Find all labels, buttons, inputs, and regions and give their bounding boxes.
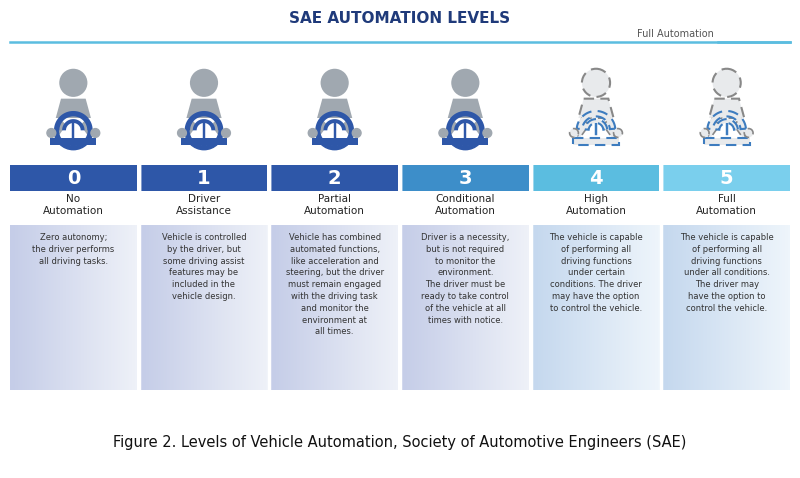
Circle shape: [47, 129, 56, 137]
Text: 2: 2: [328, 169, 342, 187]
Circle shape: [308, 129, 317, 137]
Polygon shape: [577, 111, 615, 129]
Text: Vehicle is controlled
by the driver, but
some driving assist
features may be
inc: Vehicle is controlled by the driver, but…: [162, 233, 246, 301]
Polygon shape: [193, 119, 215, 130]
Polygon shape: [715, 119, 738, 130]
Circle shape: [439, 129, 448, 137]
Polygon shape: [707, 111, 746, 129]
Polygon shape: [709, 98, 744, 118]
Text: Full Automation: Full Automation: [637, 29, 714, 39]
Text: Figure 2. Levels of Vehicle Automation, Society of Automotive Engineers (SAE): Figure 2. Levels of Vehicle Automation, …: [114, 435, 686, 449]
Text: High
Automation: High Automation: [566, 194, 626, 216]
Text: Driver is a necessity,
but is not required
to monitor the
environment.
The drive: Driver is a necessity, but is not requir…: [421, 233, 510, 325]
Text: The vehicle is capable
of performing all
driving functions
under all conditions.: The vehicle is capable of performing all…: [680, 233, 774, 313]
Polygon shape: [62, 119, 85, 130]
FancyBboxPatch shape: [50, 138, 96, 145]
Text: 1: 1: [197, 169, 211, 187]
Circle shape: [178, 129, 186, 137]
Text: 4: 4: [589, 169, 603, 187]
Circle shape: [700, 129, 709, 137]
FancyBboxPatch shape: [141, 165, 267, 191]
Polygon shape: [186, 98, 222, 118]
Circle shape: [483, 129, 492, 137]
FancyBboxPatch shape: [312, 138, 358, 145]
Polygon shape: [734, 118, 748, 137]
Polygon shape: [603, 118, 617, 137]
Polygon shape: [80, 118, 94, 137]
Circle shape: [190, 69, 218, 97]
Polygon shape: [444, 118, 458, 137]
Circle shape: [713, 69, 741, 97]
FancyBboxPatch shape: [402, 165, 529, 191]
Polygon shape: [54, 111, 93, 130]
FancyBboxPatch shape: [704, 138, 750, 145]
Text: No
Automation: No Automation: [43, 194, 104, 216]
Polygon shape: [315, 111, 354, 130]
FancyBboxPatch shape: [663, 165, 790, 191]
Text: 3: 3: [458, 169, 472, 187]
Polygon shape: [314, 118, 328, 137]
Text: 5: 5: [720, 169, 734, 187]
FancyBboxPatch shape: [533, 165, 659, 191]
Circle shape: [570, 129, 578, 137]
Polygon shape: [211, 118, 225, 137]
Polygon shape: [472, 118, 486, 137]
Wedge shape: [185, 130, 223, 150]
Polygon shape: [578, 98, 614, 118]
FancyBboxPatch shape: [271, 165, 398, 191]
Polygon shape: [342, 118, 356, 137]
Polygon shape: [448, 98, 483, 118]
Text: Driver
Assistance: Driver Assistance: [176, 194, 232, 216]
Polygon shape: [585, 119, 607, 130]
Polygon shape: [52, 118, 66, 137]
Wedge shape: [315, 130, 354, 150]
FancyBboxPatch shape: [181, 138, 227, 145]
Circle shape: [321, 69, 349, 97]
Text: The vehicle is capable
of performing all
driving functions
under certain
conditi: The vehicle is capable of performing all…: [549, 233, 643, 313]
Polygon shape: [183, 118, 197, 137]
Circle shape: [352, 129, 361, 137]
Circle shape: [614, 129, 622, 137]
Text: 0: 0: [66, 169, 80, 187]
Polygon shape: [56, 98, 91, 118]
Polygon shape: [454, 119, 477, 130]
Wedge shape: [446, 130, 485, 150]
FancyBboxPatch shape: [573, 138, 619, 145]
Text: Conditional
Automation: Conditional Automation: [435, 194, 496, 216]
Polygon shape: [575, 118, 589, 137]
Circle shape: [91, 129, 100, 137]
FancyBboxPatch shape: [10, 165, 137, 191]
Text: Partial
Automation: Partial Automation: [304, 194, 365, 216]
Circle shape: [744, 129, 753, 137]
Polygon shape: [317, 98, 352, 118]
FancyBboxPatch shape: [442, 138, 488, 145]
Polygon shape: [706, 118, 720, 137]
Text: SAE AUTOMATION LEVELS: SAE AUTOMATION LEVELS: [290, 11, 510, 25]
Text: Vehicle has combined
automated functions,
like acceleration and
steering, but th: Vehicle has combined automated functions…: [286, 233, 384, 337]
Text: Zero autonomy;
the driver performs
all driving tasks.: Zero autonomy; the driver performs all d…: [32, 233, 114, 266]
Polygon shape: [185, 111, 223, 130]
Circle shape: [582, 69, 610, 97]
Circle shape: [59, 69, 87, 97]
Polygon shape: [323, 119, 346, 130]
Circle shape: [451, 69, 479, 97]
Wedge shape: [54, 130, 93, 150]
Circle shape: [222, 129, 230, 137]
Text: Full
Automation: Full Automation: [696, 194, 757, 216]
Polygon shape: [446, 111, 485, 130]
